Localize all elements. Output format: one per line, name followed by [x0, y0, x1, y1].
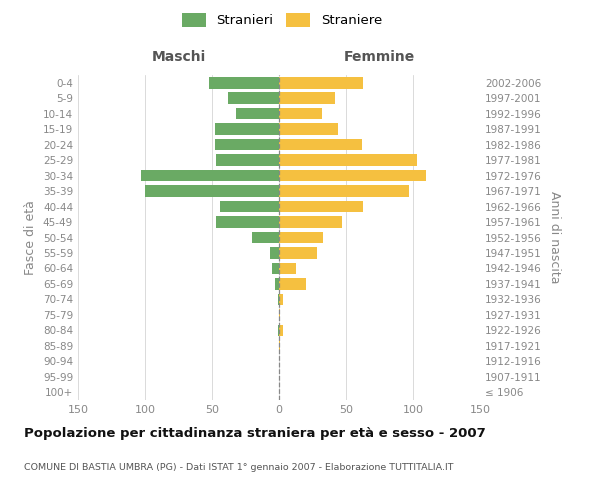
Bar: [279, 216, 342, 228]
Bar: [236, 108, 279, 120]
Bar: [272, 262, 279, 274]
Bar: [216, 216, 279, 228]
Bar: [215, 139, 279, 150]
Bar: [279, 154, 417, 166]
Bar: [275, 278, 279, 289]
Bar: [279, 294, 283, 305]
Bar: [278, 294, 279, 305]
Bar: [279, 124, 338, 135]
Bar: [269, 247, 279, 259]
Bar: [279, 340, 280, 351]
Bar: [220, 200, 279, 212]
Bar: [252, 232, 279, 243]
Y-axis label: Fasce di età: Fasce di età: [25, 200, 37, 275]
Text: Popolazione per cittadinanza straniera per età e sesso - 2007: Popolazione per cittadinanza straniera p…: [24, 428, 486, 440]
Bar: [279, 139, 362, 150]
Text: COMUNE DI BASTIA UMBRA (PG) - Dati ISTAT 1° gennaio 2007 - Elaborazione TUTTITAL: COMUNE DI BASTIA UMBRA (PG) - Dati ISTAT…: [24, 462, 454, 471]
Bar: [279, 232, 323, 243]
Bar: [279, 262, 296, 274]
Bar: [209, 77, 279, 88]
Bar: [279, 324, 283, 336]
Legend: Stranieri, Straniere: Stranieri, Straniere: [178, 9, 386, 31]
Text: Maschi: Maschi: [151, 50, 206, 64]
Bar: [279, 77, 364, 88]
Bar: [145, 186, 279, 197]
Text: Femmine: Femmine: [344, 50, 415, 64]
Bar: [216, 154, 279, 166]
Bar: [279, 247, 317, 259]
Bar: [215, 124, 279, 135]
Bar: [279, 200, 364, 212]
Bar: [141, 170, 279, 181]
Bar: [279, 186, 409, 197]
Bar: [278, 324, 279, 336]
Bar: [279, 309, 280, 320]
Bar: [279, 92, 335, 104]
Bar: [228, 92, 279, 104]
Bar: [279, 170, 427, 181]
Bar: [279, 108, 322, 120]
Bar: [279, 278, 306, 289]
Y-axis label: Anni di nascita: Anni di nascita: [548, 191, 561, 284]
